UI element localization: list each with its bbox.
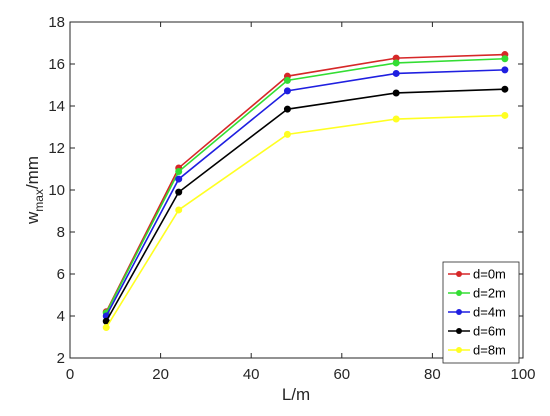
y-tick-label: 14 xyxy=(48,98,65,115)
data-point xyxy=(175,206,183,214)
series-d=6m xyxy=(102,85,509,325)
data-point xyxy=(283,76,291,84)
y-tick-label: 12 xyxy=(48,140,65,157)
y-axis-label: wmax/mm xyxy=(23,156,46,225)
x-axis-label: L/m xyxy=(282,385,310,404)
y-tick-label: 8 xyxy=(57,224,65,241)
data-point xyxy=(175,168,183,176)
legend-swatch-marker xyxy=(456,309,462,315)
legend-swatch-marker xyxy=(456,347,462,353)
data-point xyxy=(392,59,400,67)
legend-label: d=0m xyxy=(473,267,506,282)
data-point xyxy=(283,105,291,113)
data-point xyxy=(501,111,509,119)
y-axis-label-suffix: /mm xyxy=(23,156,42,189)
data-point xyxy=(392,69,400,77)
legend-label: d=2m xyxy=(473,286,506,301)
data-point xyxy=(175,175,183,183)
data-point xyxy=(501,55,509,63)
y-tick-label: 2 xyxy=(57,350,65,367)
y-axis-label-subscript: max xyxy=(32,189,46,212)
x-axis-ticks: 0 20 40 60 80 100 xyxy=(66,22,536,383)
x-tick-label: 20 xyxy=(152,366,169,383)
x-tick-label: 80 xyxy=(424,366,441,383)
data-point xyxy=(501,66,509,74)
legend-label: d=6m xyxy=(473,324,506,339)
series-d=8m xyxy=(102,111,509,332)
y-tick-label: 4 xyxy=(57,308,65,325)
legend-item: d=6m xyxy=(448,324,506,339)
y-axis-ticks: 2 4 6 8 10 12 14 16 18 xyxy=(48,14,523,367)
y-tick-label: 18 xyxy=(48,14,65,31)
x-tick-label: 40 xyxy=(243,366,260,383)
legend-label: d=4m xyxy=(473,305,506,320)
x-tick-label: 0 xyxy=(66,366,74,383)
legend-item: d=2m xyxy=(448,286,506,301)
data-point xyxy=(392,115,400,123)
data-point xyxy=(283,87,291,95)
data-point xyxy=(175,188,183,196)
legend-swatch-marker xyxy=(456,328,462,334)
data-point xyxy=(102,324,110,332)
legend: d=0m d=2m d=4m d=6m d=8m xyxy=(442,261,520,364)
legend-swatch-marker xyxy=(456,290,462,296)
legend-item: d=4m xyxy=(448,305,506,320)
legend-label: d=8m xyxy=(473,343,506,358)
y-axis-label-base: w xyxy=(23,211,42,225)
y-tick-label: 6 xyxy=(57,266,65,283)
legend-item: d=0m xyxy=(448,267,506,282)
data-point xyxy=(283,130,291,138)
legend-item: d=8m xyxy=(448,343,506,358)
x-tick-label: 60 xyxy=(333,366,350,383)
series-layer xyxy=(102,51,509,332)
x-tick-label: 100 xyxy=(510,366,535,383)
data-point xyxy=(501,85,509,93)
legend-swatch-marker xyxy=(456,271,462,277)
y-tick-label: 16 xyxy=(48,56,65,73)
data-point xyxy=(392,89,400,97)
y-tick-label: 10 xyxy=(48,182,65,199)
